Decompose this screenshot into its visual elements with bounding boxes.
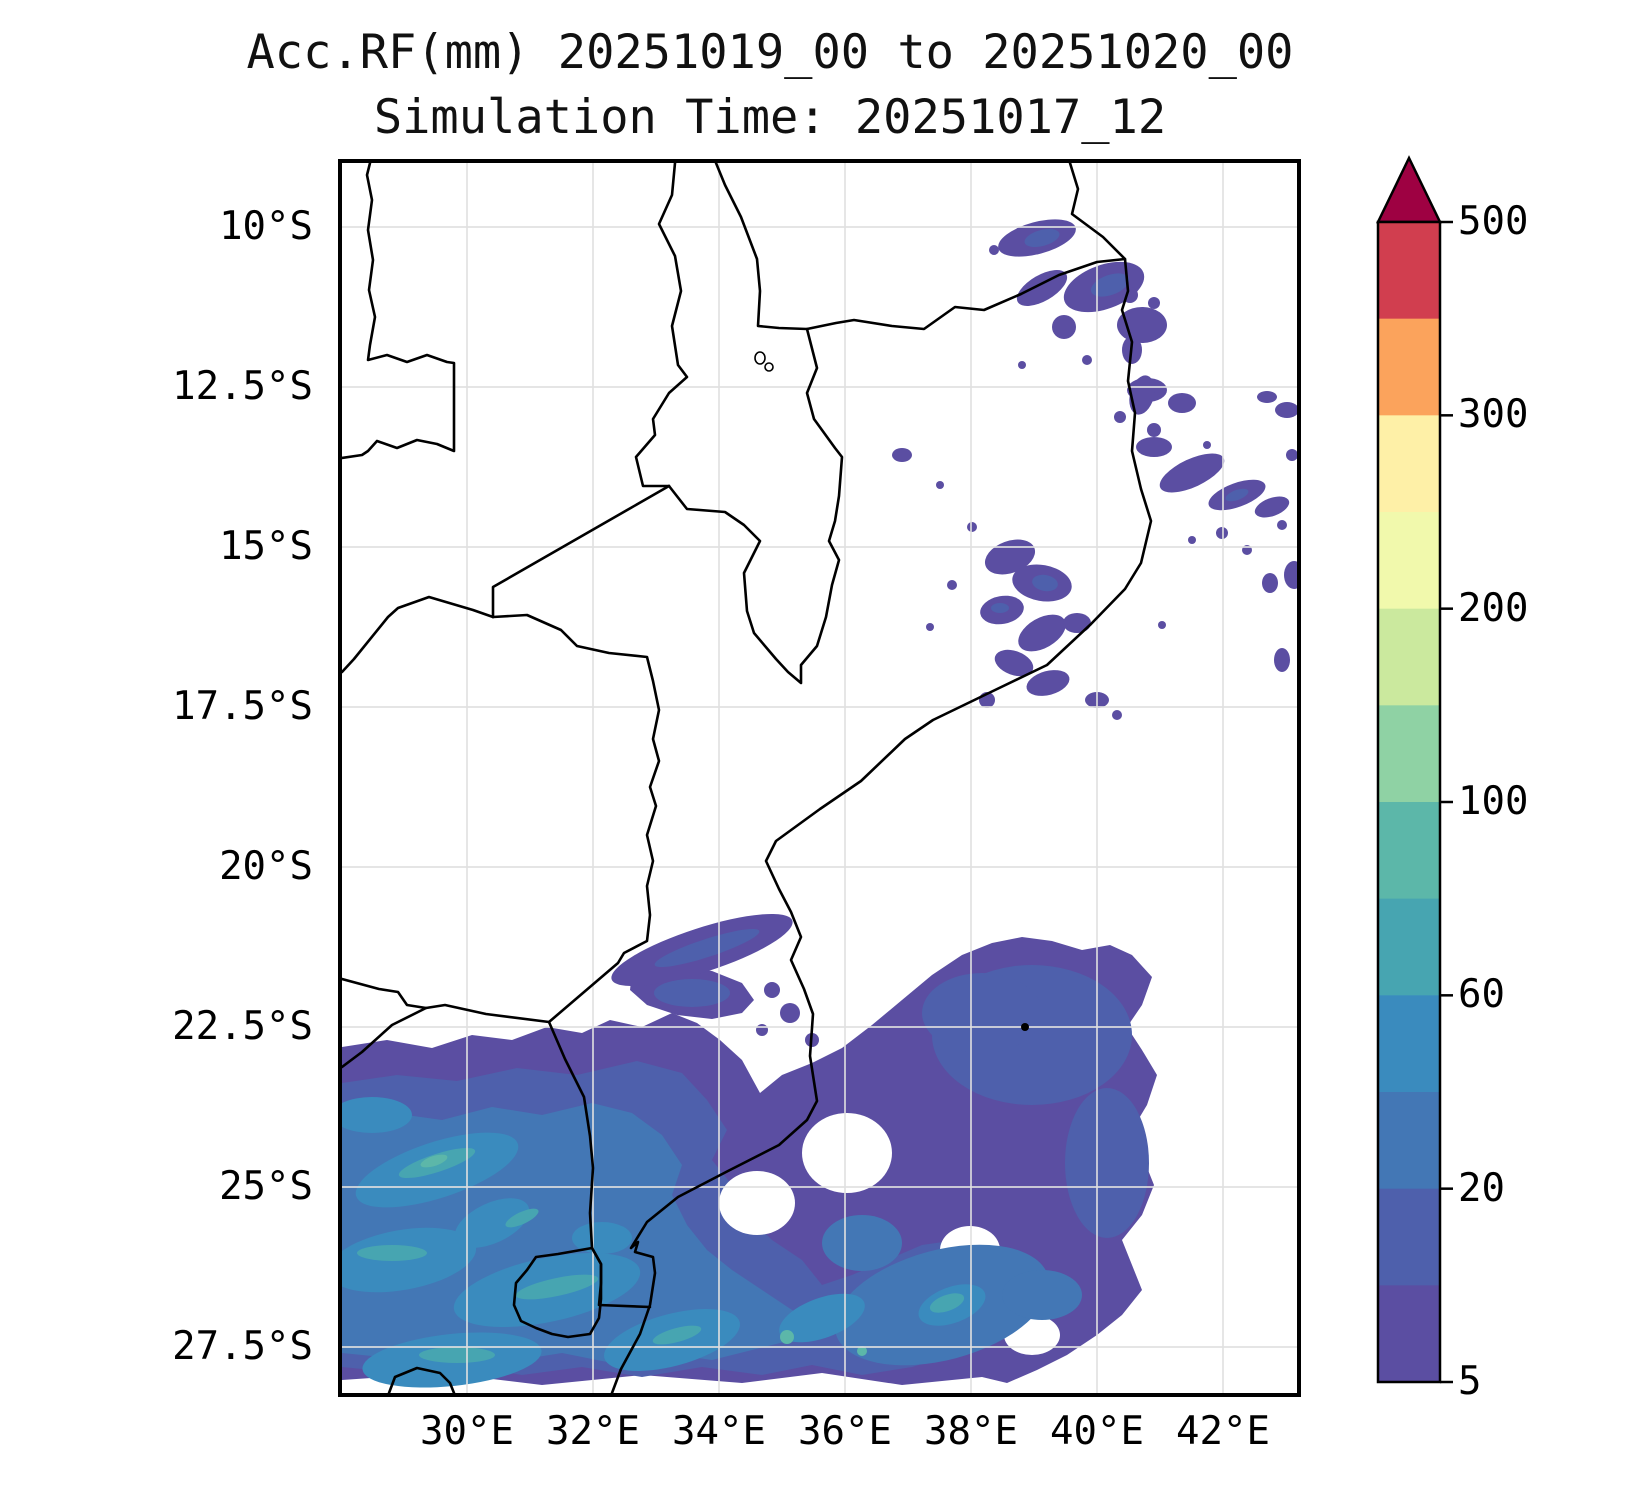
border-malawi-west	[634, 163, 689, 488]
border-lesotho-north-tip	[387, 1366, 456, 1393]
colorbar-tick-label: 100	[1458, 779, 1529, 824]
colorbar-tick-label: 300	[1458, 392, 1529, 438]
lon-tick-40e: 40°E	[1050, 1409, 1144, 1454]
lat-tick-20s: 20°S	[219, 844, 313, 889]
page-title: Acc.RF(mm) 20251019_00 to 20251020_00	[246, 25, 1294, 80]
border-eswatini	[512, 1246, 603, 1339]
lat-tick-10s: 10°S	[219, 204, 313, 249]
colorbar-tick-label: 5	[1458, 1359, 1482, 1404]
colorbar-segment	[1378, 898, 1440, 996]
lon-tick-30e: 30°E	[420, 1409, 514, 1454]
rainfall-contour-layer	[342, 219, 1297, 1388]
colorbar-segment	[1378, 512, 1440, 610]
chizumulu-island	[764, 362, 774, 372]
colorbar-segment	[1378, 222, 1440, 320]
likoma-island	[754, 351, 766, 365]
lon-tick-32e: 32°E	[546, 1409, 640, 1454]
lon-tick-36e: 36°E	[798, 1409, 892, 1454]
colorbar-tick-label: 500	[1458, 199, 1529, 244]
coastline-border-layer	[342, 163, 1153, 1393]
lon-tick-34e: 34°E	[672, 1409, 766, 1454]
border-zambia-mozambique	[491, 484, 671, 619]
colorbar-segment	[1378, 415, 1440, 513]
border-malawi-east	[667, 327, 844, 685]
lon-tick-42e: 42°E	[1176, 1409, 1270, 1454]
border-ruvuma-tanzania-mozambique	[714, 163, 1127, 331]
colorbar-segment	[1378, 318, 1440, 416]
border-zambia-zimbabwe-zambezi	[342, 595, 495, 674]
colorbar-segment	[1378, 1285, 1440, 1383]
border-southafrica-botswana	[342, 1006, 428, 1069]
lat-tick-27-5s: 27.5°S	[172, 1324, 313, 1369]
border-southafrica-mozambique-kruger	[547, 1020, 595, 1250]
colorbar-extend-triangle	[1376, 155, 1442, 224]
lat-tick-25s: 25°S	[219, 1164, 313, 1209]
lon-tick-38e: 38°E	[924, 1409, 1018, 1454]
lat-tick-22-5s: 22.5°S	[172, 1004, 313, 1049]
lat-tick-15s: 15°S	[219, 524, 313, 569]
colorbar-segment	[1378, 705, 1440, 803]
lat-tick-12-5s: 12.5°S	[172, 364, 313, 409]
colorbar-segment	[1378, 608, 1440, 706]
border-drc-zambia-pedicle	[342, 163, 456, 460]
map-svg	[342, 163, 1297, 1393]
page-subtitle: Simulation Time: 20251017_12	[373, 90, 1167, 145]
graticule-gridlines	[342, 163, 1297, 1393]
colorbar-segment	[1378, 1188, 1440, 1286]
lat-tick-17-5s: 17.5°S	[172, 684, 313, 729]
bassas-da-india-islet	[1021, 1023, 1029, 1031]
border-limpopo	[342, 977, 551, 1024]
colorbar-segment	[1378, 802, 1440, 900]
colorbar-segment	[1378, 1092, 1440, 1190]
border-zimbabwe-mozambique	[491, 613, 661, 1024]
colorbar-tick-label: 20	[1458, 1165, 1505, 1211]
colorbar-tick-label: 60	[1458, 972, 1505, 1018]
coastline-mozambique	[610, 163, 1153, 1393]
colorbar-segment	[1378, 995, 1440, 1093]
colorbar	[1376, 155, 1453, 1384]
map-panel	[338, 159, 1301, 1397]
colorbar-tick-label: 200	[1458, 585, 1529, 631]
